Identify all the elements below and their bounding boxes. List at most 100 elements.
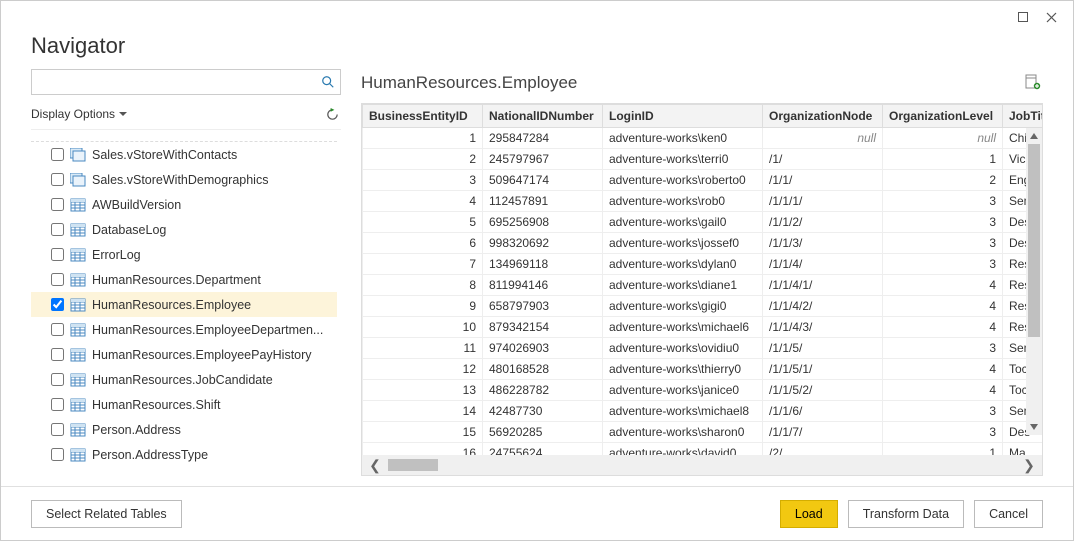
scroll-left-arrow[interactable]: ❮ (362, 455, 388, 475)
dialog-header: Navigator (1, 33, 1073, 69)
tree-item-checkbox[interactable] (51, 373, 64, 386)
refresh-icon[interactable] (323, 105, 341, 123)
table-cell: 24755624 (483, 443, 603, 456)
tree-item[interactable]: Sales.vStoreWithContacts (31, 142, 337, 167)
table-cell: 3 (883, 422, 1003, 443)
table-cell: 974026903 (483, 338, 603, 359)
object-tree[interactable]: Sales.vStoreWithContactsSales.vStoreWith… (31, 130, 341, 476)
tree-item-label: HumanResources.Employee (92, 298, 251, 312)
table-row[interactable]: 10879342154adventure-works\michael6/1/1/… (363, 317, 1043, 338)
table-icon (70, 447, 86, 463)
column-header[interactable]: BusinessEntityID (363, 105, 483, 128)
tree-item[interactable]: ErrorLog (31, 242, 337, 267)
tree-item-checkbox[interactable] (51, 148, 64, 161)
table-row[interactable]: 6998320692adventure-works\jossef0/1/1/3/… (363, 233, 1043, 254)
scroll-down-arrow[interactable] (1026, 419, 1042, 435)
close-button[interactable] (1037, 5, 1065, 29)
tree-item-checkbox[interactable] (51, 323, 64, 336)
table-cell: adventure-works\gail0 (603, 212, 763, 233)
table-row[interactable]: 13486228782adventure-works\janice0/1/1/5… (363, 380, 1043, 401)
add-column-icon[interactable] (1025, 74, 1043, 92)
tree-item-label: ErrorLog (92, 248, 141, 262)
column-header[interactable]: OrganizationLevel (883, 105, 1003, 128)
view-icon (70, 172, 86, 188)
table-row[interactable]: 3509647174adventure-works\roberto0/1/1/2… (363, 170, 1043, 191)
search-icon[interactable] (316, 75, 340, 89)
tree-item-label: HumanResources.EmployeeDepartmen... (92, 323, 323, 337)
tree-item[interactable]: HumanResources.Shift (31, 392, 337, 417)
tree-item-checkbox[interactable] (51, 273, 64, 286)
column-header[interactable]: LoginID (603, 105, 763, 128)
tree-item-checkbox[interactable] (51, 448, 64, 461)
table-cell: /1/1/2/ (763, 212, 883, 233)
tree-item-checkbox[interactable] (51, 298, 64, 311)
scroll-up-arrow[interactable] (1026, 128, 1042, 144)
tree-item-checkbox[interactable] (51, 423, 64, 436)
table-cell: adventure-works\michael6 (603, 317, 763, 338)
table-row[interactable]: 1624755624adventure-works\david0/2/1Ma (363, 443, 1043, 456)
table-row[interactable]: 8811994146adventure-works\diane1/1/1/4/1… (363, 275, 1043, 296)
tree-item[interactable]: AWBuildVersion (31, 192, 337, 217)
display-options-row: Display Options (31, 103, 341, 125)
select-related-tables-button[interactable]: Select Related Tables (31, 500, 182, 528)
tree-item[interactable]: HumanResources.JobCandidate (31, 367, 337, 392)
load-button[interactable]: Load (780, 500, 838, 528)
tree-item-checkbox[interactable] (51, 223, 64, 236)
vscroll-thumb[interactable] (1028, 144, 1040, 337)
table-row[interactable]: 12480168528adventure-works\thierry0/1/1/… (363, 359, 1043, 380)
table-icon (70, 297, 86, 313)
scroll-right-arrow[interactable]: ❯ (1016, 455, 1042, 475)
vertical-scrollbar[interactable] (1026, 128, 1042, 435)
tree-item-checkbox[interactable] (51, 173, 64, 186)
table-cell: adventure-works\gigi0 (603, 296, 763, 317)
search-input[interactable] (32, 70, 316, 94)
search-box[interactable] (31, 69, 341, 95)
tree-item[interactable]: HumanResources.Department (31, 267, 337, 292)
tree-item[interactable]: Sales.vStoreWithDemographics (31, 167, 337, 192)
tree-item[interactable]: Person.AddressType (31, 442, 337, 467)
column-header[interactable]: JobTitle (1003, 105, 1043, 128)
view-icon (70, 147, 86, 163)
display-options-dropdown[interactable]: Display Options (31, 107, 127, 121)
table-cell: 2 (883, 170, 1003, 191)
table-cell: adventure-works\dylan0 (603, 254, 763, 275)
table-cell: 658797903 (483, 296, 603, 317)
table-row[interactable]: 2245797967adventure-works\terri0/1/1Vice (363, 149, 1043, 170)
table-row[interactable]: 1295847284adventure-works\ken0nullnullCh… (363, 128, 1043, 149)
table-cell: 695256908 (483, 212, 603, 233)
cancel-button[interactable]: Cancel (974, 500, 1043, 528)
table-row[interactable]: 1442487730adventure-works\michael8/1/1/6… (363, 401, 1043, 422)
tree-item-checkbox[interactable] (51, 398, 64, 411)
column-header[interactable]: OrganizationNode (763, 105, 883, 128)
tree-item-checkbox[interactable] (51, 248, 64, 261)
table-row[interactable]: 5695256908adventure-works\gail0/1/1/2/3D… (363, 212, 1043, 233)
table-icon (70, 372, 86, 388)
tree-item-checkbox[interactable] (51, 348, 64, 361)
tree-item[interactable]: HumanResources.EmployeeDepartmen... (31, 317, 337, 342)
maximize-button[interactable] (1009, 5, 1037, 29)
table-row[interactable]: 11974026903adventure-works\ovidiu0/1/1/5… (363, 338, 1043, 359)
table-cell: adventure-works\ovidiu0 (603, 338, 763, 359)
tree-item-label: AWBuildVersion (92, 198, 181, 212)
tree-item-checkbox[interactable] (51, 198, 64, 211)
tree-item-label: HumanResources.JobCandidate (92, 373, 273, 387)
tree-item[interactable]: Person.Address (31, 417, 337, 442)
preview-grid-container: BusinessEntityIDNationalIDNumberLoginIDO… (361, 103, 1043, 476)
tree-item[interactable]: DatabaseLog (31, 217, 337, 242)
table-row[interactable]: 9658797903adventure-works\gigi0/1/1/4/2/… (363, 296, 1043, 317)
hscroll-thumb[interactable] (388, 459, 438, 471)
table-cell: 3 (883, 191, 1003, 212)
tree-item[interactable]: HumanResources.Employee (31, 292, 337, 317)
preview-grid[interactable]: BusinessEntityIDNationalIDNumberLoginIDO… (362, 104, 1042, 455)
table-row[interactable]: 4112457891adventure-works\rob0/1/1/1/3Se… (363, 191, 1043, 212)
table-cell: /1/1/5/ (763, 338, 883, 359)
table-row[interactable]: 7134969118adventure-works\dylan0/1/1/4/3… (363, 254, 1043, 275)
table-cell: /1/1/5/2/ (763, 380, 883, 401)
table-row[interactable]: 1556920285adventure-works\sharon0/1/1/7/… (363, 422, 1043, 443)
titlebar (1, 1, 1073, 33)
transform-data-button[interactable]: Transform Data (848, 500, 964, 528)
tree-item[interactable]: HumanResources.EmployeePayHistory (31, 342, 337, 367)
horizontal-scrollbar[interactable]: ❮ ❯ (362, 455, 1042, 475)
column-header[interactable]: NationalIDNumber (483, 105, 603, 128)
table-icon (70, 347, 86, 363)
